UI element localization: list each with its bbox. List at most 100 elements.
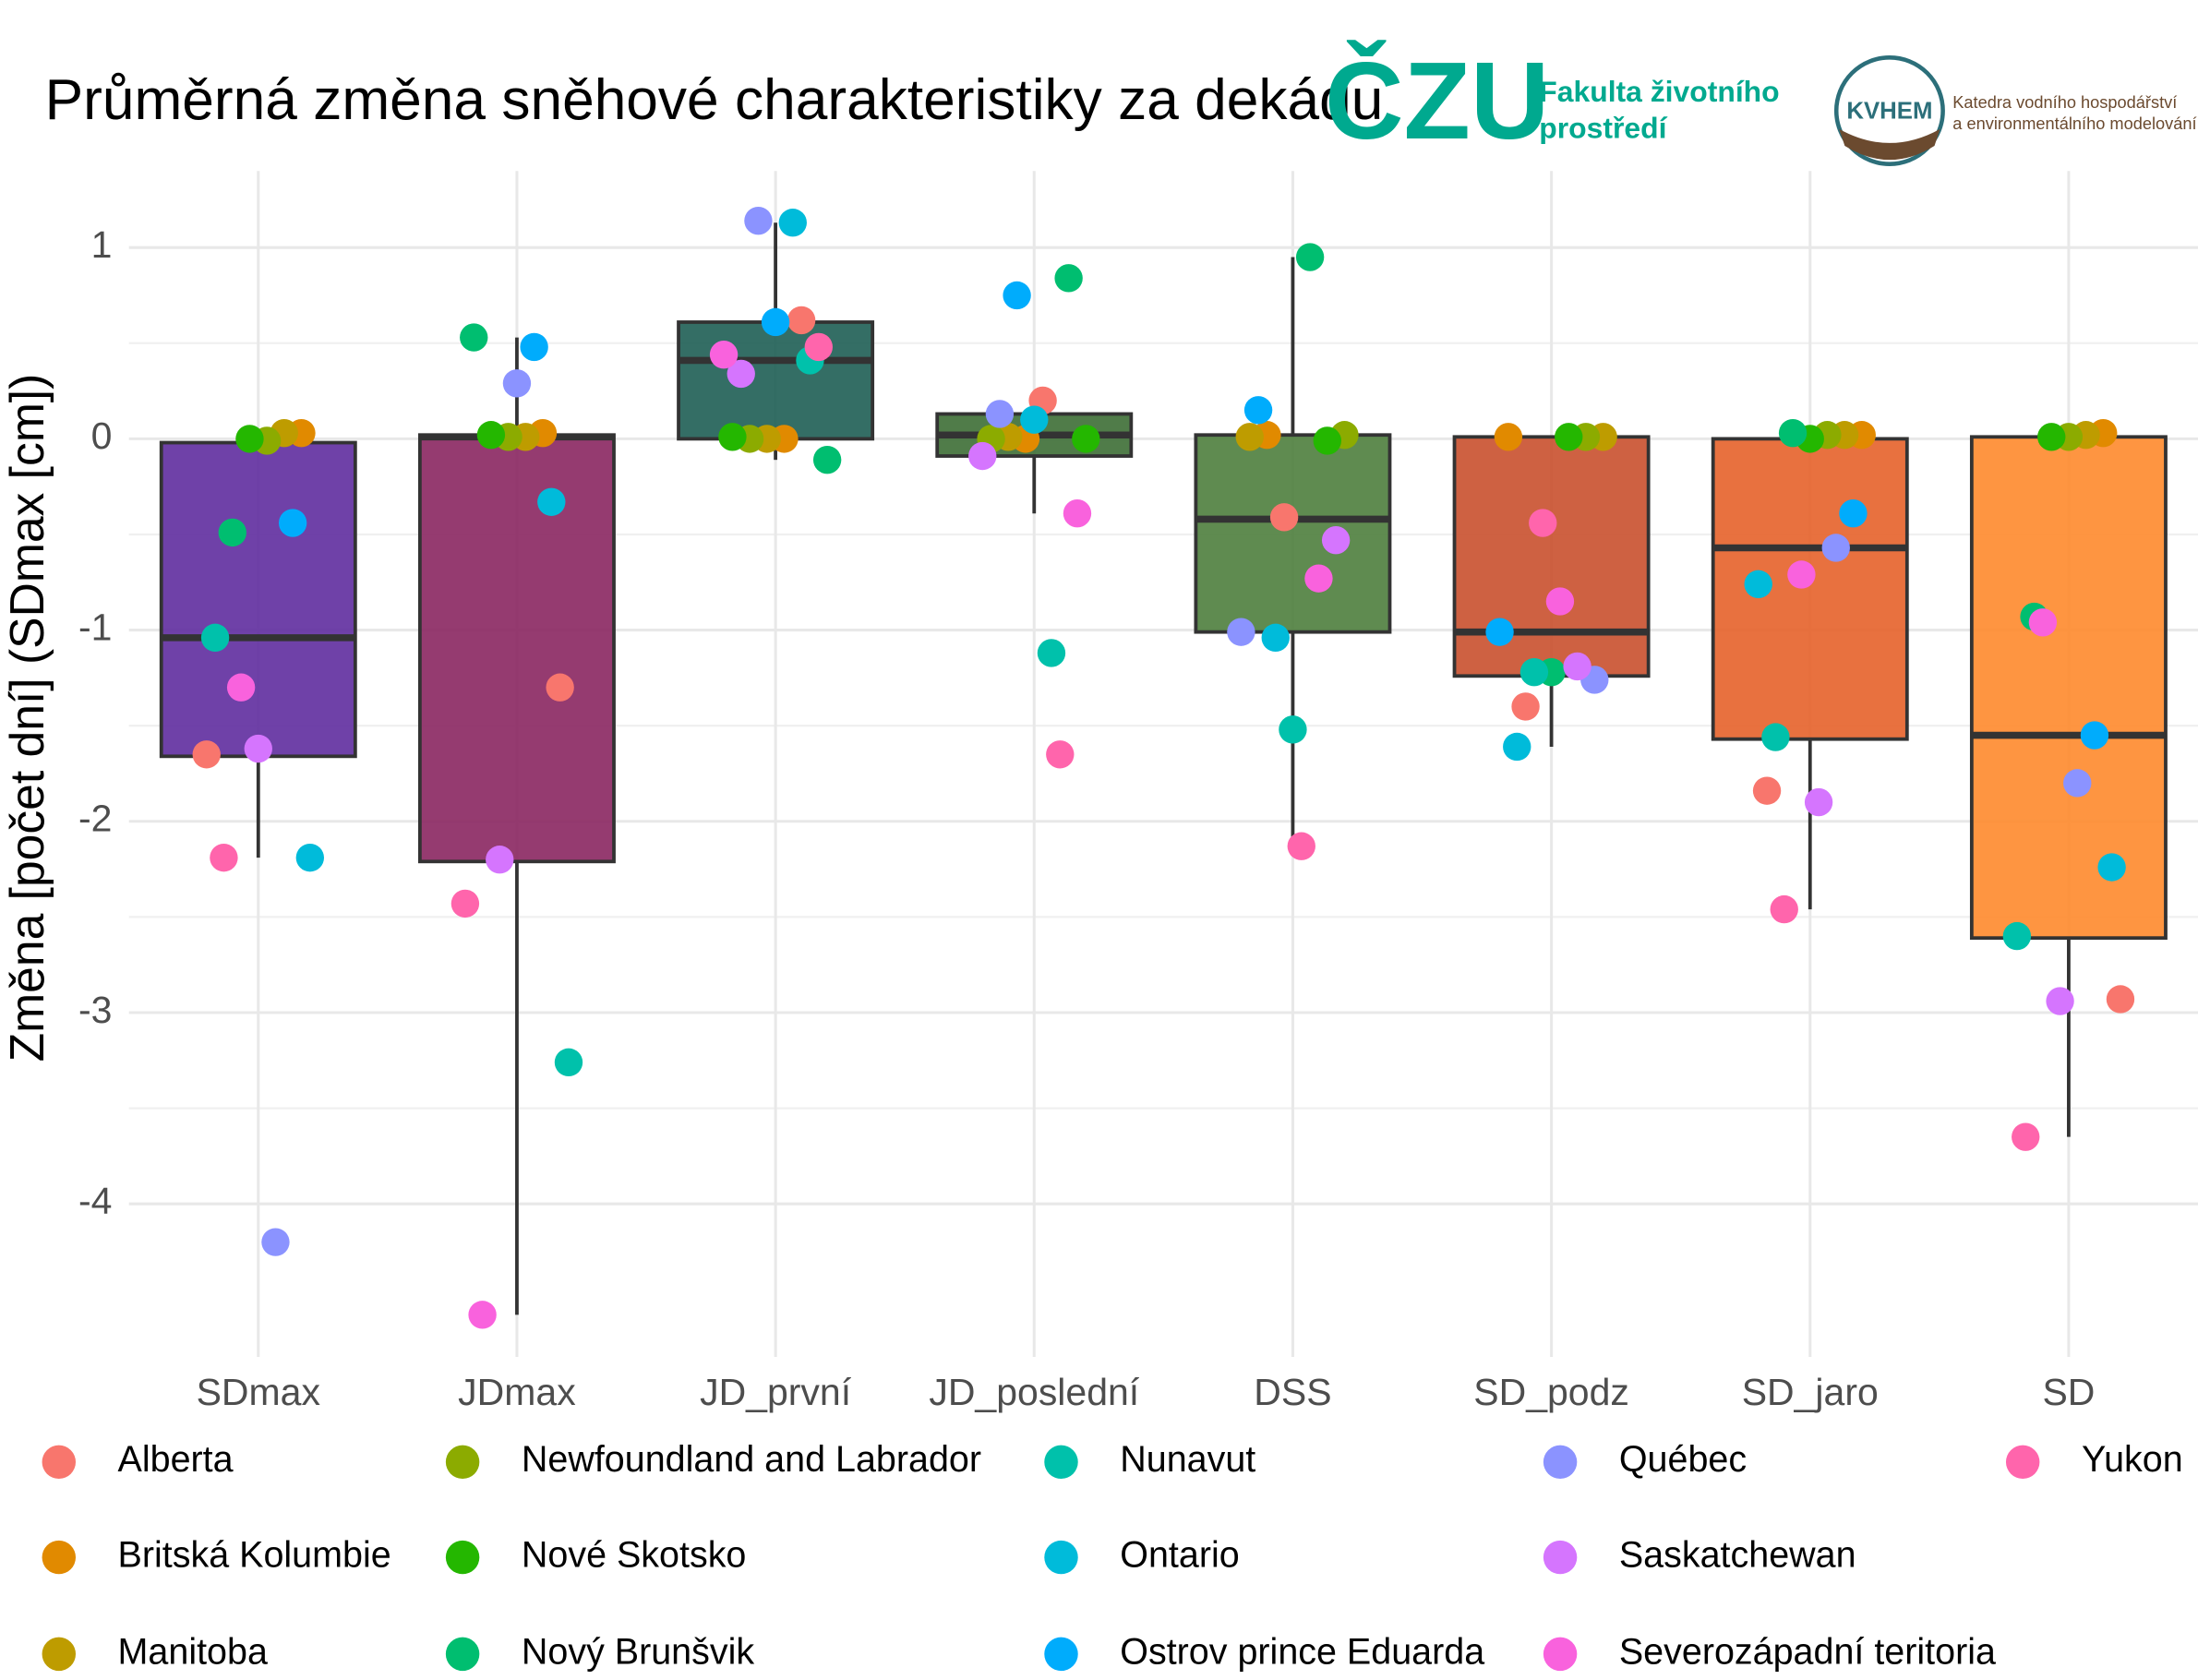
kvhem-soil — [1839, 128, 1940, 161]
point — [1269, 503, 1299, 532]
point — [804, 332, 833, 362]
point — [1787, 560, 1816, 589]
legend-swatch — [42, 1637, 76, 1672]
legend-swatch — [42, 1540, 76, 1575]
point — [1287, 832, 1315, 860]
point — [1054, 264, 1083, 293]
legend-label: Severozápadní teritoria — [1619, 1631, 1996, 1672]
x-tick-label: SD_podz — [1473, 1371, 1629, 1413]
legend-label: Ontario — [1120, 1535, 1239, 1576]
legend-label: Nový Brunšvik — [522, 1631, 754, 1672]
kvhem-circle — [1833, 55, 1945, 166]
point — [2063, 769, 2092, 798]
point — [2046, 987, 2074, 1015]
box-group — [159, 433, 357, 858]
x-tick-label: SDmax — [197, 1371, 321, 1413]
point — [1545, 587, 1575, 616]
box-group — [1711, 433, 1909, 910]
point — [486, 846, 514, 874]
point — [2106, 985, 2135, 1014]
legend-label: Ostrov prince Eduarda — [1120, 1631, 1484, 1672]
legend-label: Nunavut — [1120, 1439, 1255, 1480]
legend-swatch — [42, 1445, 76, 1480]
point — [1063, 499, 1092, 528]
point — [1020, 405, 1049, 434]
y-axis-label: Změna [počet dní] (SDmax [cm]) — [0, 374, 54, 1062]
box — [417, 433, 616, 864]
legend-label: Alberta — [118, 1439, 234, 1480]
legend-swatch — [445, 1540, 480, 1575]
point — [226, 673, 256, 702]
point — [1503, 732, 1531, 762]
czu-logo: ČZU Fakulta životního prostředí — [1325, 40, 1780, 162]
legend-label: Britská Kolumbie — [118, 1535, 391, 1576]
point — [476, 421, 506, 450]
box — [1452, 435, 1651, 678]
legend-label: Nové Skotsko — [522, 1535, 746, 1576]
point — [235, 425, 264, 453]
point — [200, 623, 230, 653]
point — [1227, 618, 1255, 646]
dept-text: a environmentálního modelování — [1952, 114, 2196, 133]
points — [192, 206, 2135, 1329]
box — [1711, 437, 1909, 741]
point — [1494, 423, 1523, 451]
point — [1295, 243, 1325, 271]
kvhem-logo: KVHEM Katedra vodního hospodářství a env… — [1833, 55, 2197, 166]
kvhem-text: KVHEM — [1846, 98, 1932, 124]
point — [2002, 921, 2032, 951]
point — [1839, 499, 1868, 528]
dept-text: Katedra vodního hospodářství — [1952, 93, 2177, 112]
point — [1261, 623, 1290, 653]
point — [468, 1301, 497, 1329]
point — [1519, 657, 1549, 687]
point — [1804, 787, 1833, 817]
point — [1778, 418, 1808, 448]
point — [450, 889, 480, 918]
box-group — [1452, 435, 1651, 747]
point — [1511, 692, 1540, 721]
box-group — [1194, 257, 1392, 846]
point — [968, 441, 997, 471]
point — [1235, 423, 1264, 451]
point — [2080, 721, 2109, 750]
point — [1321, 526, 1351, 555]
x-tick-label: DSS — [1254, 1371, 1331, 1413]
x-tick-label: JD_první — [700, 1371, 852, 1413]
y-tick-label: -1 — [78, 606, 112, 648]
x-tick-label: JDmax — [458, 1371, 576, 1413]
point — [718, 423, 747, 451]
point — [1752, 776, 1782, 805]
czu-text: ČZU — [1325, 40, 1549, 162]
point — [727, 359, 755, 389]
point — [1072, 425, 1100, 453]
legend: Alberta Britská Kolumbie Manitoba Newfoundl… — [42, 1439, 2183, 1672]
point — [1761, 723, 1790, 751]
point — [537, 487, 566, 516]
legend-label: Yukon — [2082, 1439, 2183, 1480]
point — [1003, 281, 1031, 310]
point — [520, 332, 548, 362]
point — [1046, 740, 1075, 769]
point — [546, 673, 574, 702]
legend-swatch — [2005, 1445, 2040, 1480]
y-tick-label: -2 — [78, 798, 112, 840]
point — [778, 209, 807, 237]
point — [2037, 423, 2066, 451]
point — [1529, 509, 1557, 537]
point — [244, 734, 272, 763]
legend-swatch — [445, 1637, 480, 1672]
x-tick-label: JD_poslední — [929, 1371, 1139, 1413]
y-tick-label: -4 — [78, 1180, 112, 1222]
box — [677, 320, 875, 441]
point — [761, 307, 790, 337]
point — [1821, 534, 1850, 562]
point — [2012, 1122, 2040, 1151]
legend-swatch — [1543, 1637, 1578, 1672]
point — [460, 323, 488, 352]
chart-title: Průměrná změna sněhové charakteristiky z… — [45, 68, 1384, 132]
point — [1037, 639, 1066, 667]
point — [2097, 853, 2126, 882]
point — [1279, 715, 1307, 744]
point — [295, 843, 325, 872]
